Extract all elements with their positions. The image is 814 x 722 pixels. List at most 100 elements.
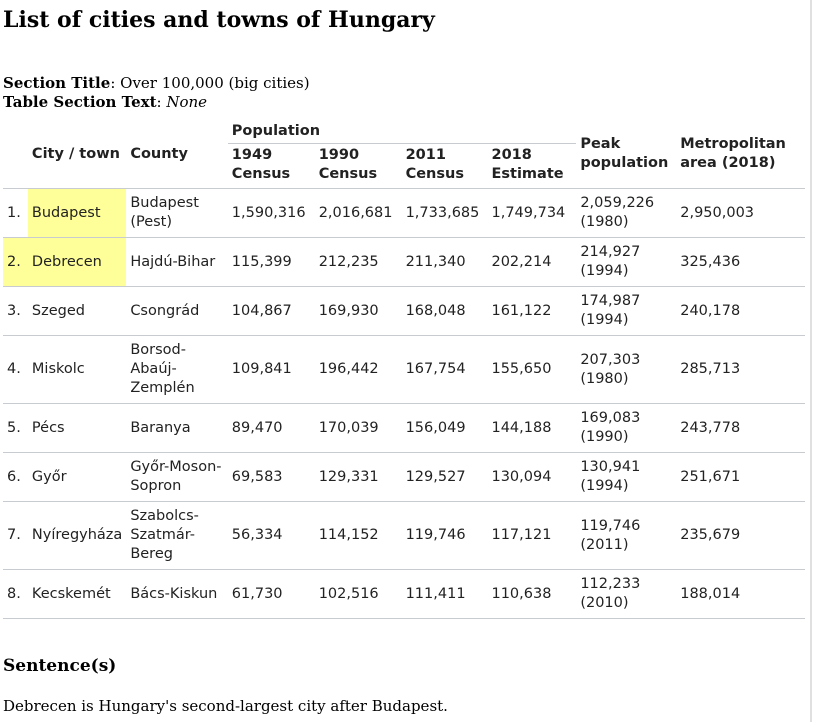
sentence-text: Debrecen is Hungary's second-largest cit… (3, 697, 448, 715)
peak-cell: 214,927 (1994) (580, 244, 641, 279)
section-title-line: Section Title: Over 100,000 (big cities) (3, 74, 310, 92)
peak-cell: 174,987 (1994) (580, 293, 641, 328)
pop-2018-cell: 202,214 (491, 253, 552, 270)
header-population: Population (227, 118, 577, 144)
pop-2011-cell: 167,754 (405, 361, 466, 377)
pop-1949-cell: 69,583 (231, 468, 283, 485)
table-text-value: None (166, 93, 208, 111)
rank-cell: 3. (7, 302, 21, 319)
pop-2011-cell: 119,746 (405, 527, 466, 543)
table-row: 5. Pécs Baranya 89,470 170,039 156,049 1… (3, 403, 805, 453)
city-cell: Debrecen (27, 237, 127, 287)
pop-2011-cell: 156,049 (405, 419, 466, 436)
header-2018: 2018 Estimate (487, 143, 577, 189)
pop-2011-cell: 168,048 (405, 302, 466, 319)
pop-2011-cell: 1,733,685 (405, 204, 480, 221)
table-row: 3. Szeged Csongrád 104,867 169,930 168,0… (3, 286, 805, 336)
pop-1990-cell: 169,930 (318, 302, 379, 319)
city-cell: Nyíregyháza (31, 527, 123, 543)
metro-cell: 235,679 (680, 527, 741, 543)
peak-cell: 112,233 (2010) (580, 576, 641, 611)
rank-cell: 7. (7, 527, 21, 543)
city-cell: Budapest (27, 188, 127, 238)
pop-1990-cell: 102,516 (318, 585, 379, 602)
pop-2018-cell: 117,121 (491, 527, 552, 543)
county-cell: Borsod-Abaúj-Zemplén (130, 342, 195, 396)
pop-1990-cell: 2,016,681 (318, 204, 393, 221)
pop-1949-cell: 89,470 (231, 419, 283, 436)
table-row: 2. Debrecen Hajdú-Bihar 115,399 212,235 … (3, 237, 805, 287)
metro-cell: 2,950,003 (680, 204, 755, 221)
peak-cell: 130,941 (1994) (580, 459, 641, 494)
county-cell: Győr-Moson-Sopron (130, 459, 222, 494)
pop-1949-cell: 56,334 (231, 527, 283, 543)
pop-1949-cell: 115,399 (231, 253, 292, 270)
county-cell: Szabolcs-Szatmár-Bereg (130, 508, 199, 562)
pop-2018-cell: 161,122 (491, 302, 552, 319)
metro-cell: 243,778 (680, 419, 741, 436)
peak-cell: 119,746 (2011) (580, 517, 641, 553)
pop-2018-cell: 155,650 (491, 361, 552, 377)
rank-cell: 1. (7, 204, 21, 221)
peak-cell: 207,303 (1980) (580, 351, 641, 387)
rank-cell: 8. (7, 585, 21, 602)
metro-cell: 251,671 (680, 468, 741, 485)
table-row: 6. Győr Győr-Moson-Sopron 69,583 129,331… (3, 452, 805, 502)
header-1990: 1990 Census (314, 143, 402, 189)
header-metro: Metropolitan area (2018) (680, 136, 786, 171)
county-cell: Hajdú-Bihar (130, 253, 216, 270)
metro-cell: 188,014 (680, 585, 741, 602)
header-1949: 1949 Census (227, 143, 315, 189)
pop-1949-cell: 1,590,316 (231, 204, 306, 221)
cities-table: City / town County Population Peak popul… (3, 118, 805, 619)
peak-cell: 169,083 (1990) (580, 410, 641, 445)
pop-2011-cell: 111,411 (405, 585, 466, 602)
meta-block: Section Title: Over 100,000 (big cities)… (3, 74, 805, 112)
section-title-value: Over 100,000 (big cities) (120, 74, 310, 92)
header-2011: 2011 Census (401, 143, 488, 189)
pop-1949-cell: 109,841 (231, 361, 292, 377)
pop-2011-cell: 211,340 (405, 253, 466, 270)
pop-1990-cell: 170,039 (318, 419, 379, 436)
page-edge-divider (810, 0, 812, 722)
table-row: 7. Nyíregyháza Szabolcs-Szatmár-Bereg 56… (3, 501, 805, 570)
table-text-label: Table Section Text (3, 93, 157, 111)
county-cell: Csongrád (130, 302, 200, 319)
rank-cell: 6. (7, 468, 21, 485)
rank-cell: 5. (7, 419, 21, 436)
county-cell: Bács-Kiskun (130, 585, 218, 602)
pop-2018-cell: 1,749,734 (491, 204, 566, 221)
city-cell: Kecskemét (31, 585, 111, 602)
pop-1990-cell: 212,235 (318, 253, 379, 270)
table-text-line: Table Section Text: None (3, 93, 208, 111)
county-cell: Baranya (130, 419, 191, 436)
city-cell: Miskolc (31, 361, 85, 377)
sentences-heading: Sentence(s) (3, 656, 117, 676)
table-row: 4. Miskolc Borsod-Abaúj-Zemplén 109,841 … (3, 335, 805, 404)
header-rank (3, 118, 28, 189)
page-title: List of cities and towns of Hungary (3, 7, 435, 33)
header-city: City / town (31, 145, 120, 162)
header-peak: Peak population (580, 136, 669, 171)
pop-2018-cell: 144,188 (491, 419, 552, 436)
pop-1990-cell: 129,331 (318, 468, 379, 485)
pop-1990-cell: 196,442 (318, 361, 379, 377)
table-row: 1. Budapest Budapest (Pest) 1,590,316 2,… (3, 188, 805, 238)
pop-1949-cell: 104,867 (231, 302, 292, 319)
rank-cell: 2. (3, 237, 28, 287)
metro-cell: 325,436 (680, 253, 741, 270)
table-row: 8. Kecskemét Bács-Kiskun 61,730 102,516 … (3, 569, 805, 619)
metro-cell: 285,713 (680, 361, 741, 377)
page: List of cities and towns of Hungary Sect… (3, 6, 805, 716)
city-cell: Szeged (31, 302, 85, 319)
section-title-label: Section Title (3, 74, 111, 92)
pop-1990-cell: 114,152 (318, 527, 379, 543)
rank-cell: 4. (7, 361, 21, 377)
peak-cell: 2,059,226 (1980) (580, 195, 655, 230)
pop-2018-cell: 110,638 (491, 585, 552, 602)
county-cell: Budapest (Pest) (130, 195, 199, 230)
pop-1949-cell: 61,730 (231, 585, 283, 602)
header-county: County (130, 145, 188, 162)
pop-2011-cell: 129,527 (405, 468, 466, 485)
metro-cell: 240,178 (680, 302, 741, 319)
